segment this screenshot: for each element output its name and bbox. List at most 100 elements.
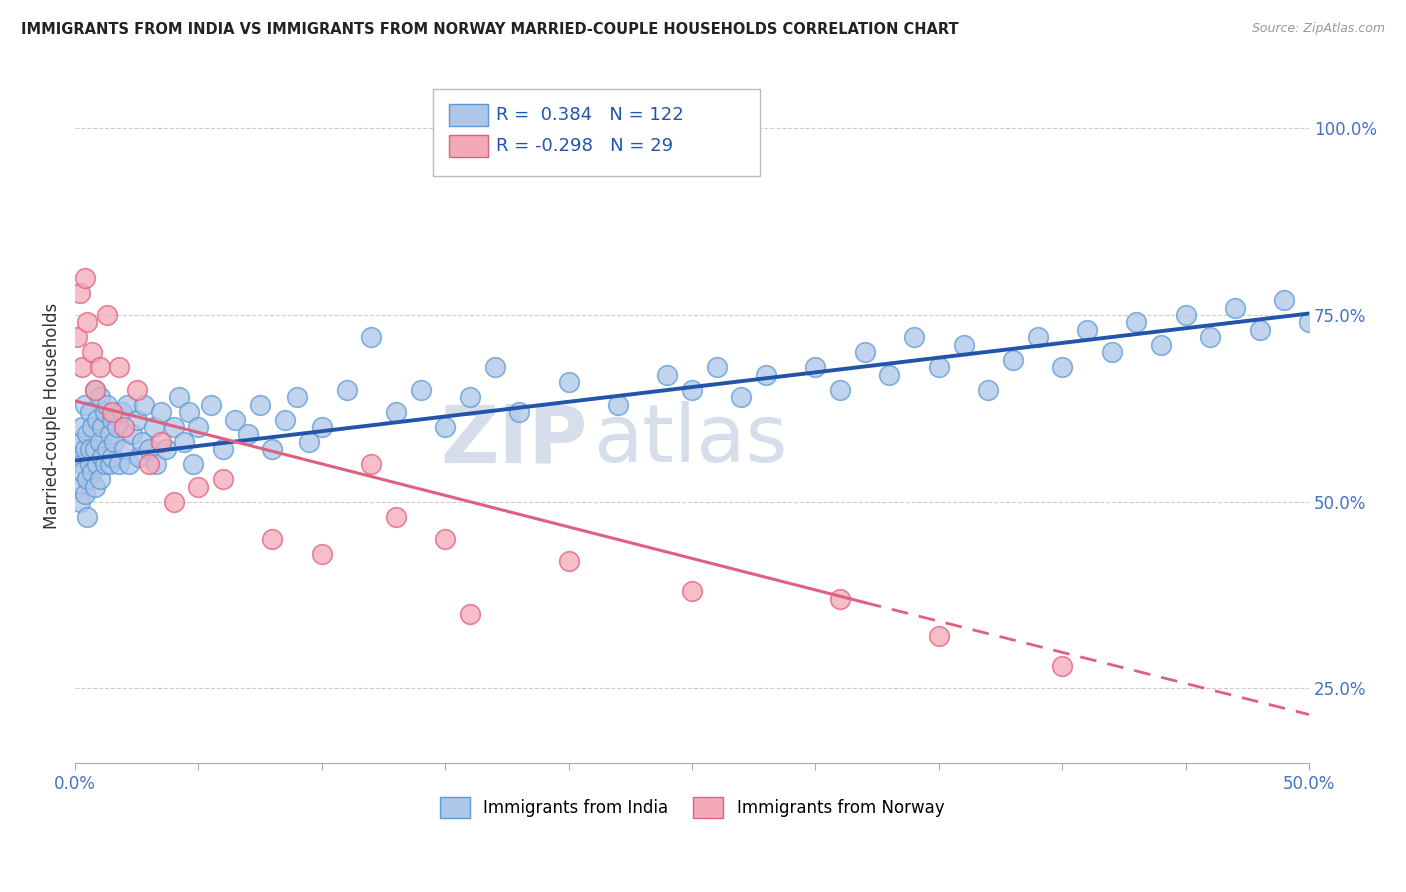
Point [409, 383, 432, 397]
Point [200, 398, 222, 412]
Point [1052, 659, 1074, 673]
Point [73, 442, 96, 457]
Point [76, 427, 98, 442]
Point [928, 629, 950, 643]
Point [96, 442, 118, 457]
Point [360, 458, 382, 472]
Point [224, 412, 246, 426]
Point [212, 472, 235, 486]
Point [681, 584, 703, 599]
Point [804, 360, 827, 375]
Point [112, 420, 135, 434]
Point [79, 442, 101, 457]
Point [311, 547, 333, 561]
Point [1396, 301, 1406, 315]
Point [1323, 285, 1346, 300]
Point [98, 458, 121, 472]
FancyBboxPatch shape [449, 104, 488, 126]
Point [607, 398, 630, 412]
Point [1026, 330, 1049, 344]
Point [183, 458, 205, 472]
Point [83, 383, 105, 397]
Point [72, 458, 94, 472]
Point [730, 390, 752, 404]
Point [385, 405, 408, 419]
Point [73, 270, 96, 285]
Point [108, 360, 131, 375]
Point [112, 442, 135, 457]
Point [83, 480, 105, 494]
Point [79, 405, 101, 419]
Point [72, 360, 94, 375]
Point [66, 450, 89, 464]
Point [458, 607, 481, 621]
Point [131, 434, 153, 449]
Point [69, 494, 91, 508]
Text: R = -0.298   N = 29: R = -0.298 N = 29 [496, 137, 673, 155]
Point [134, 398, 156, 412]
Point [101, 450, 124, 464]
FancyBboxPatch shape [433, 89, 759, 177]
Point [163, 494, 186, 508]
Point [138, 458, 160, 472]
Point [121, 427, 143, 442]
Point [311, 420, 333, 434]
Point [1347, 308, 1369, 322]
Point [212, 442, 235, 457]
Point [125, 383, 148, 397]
Text: IMMIGRANTS FROM INDIA VS IMMIGRANTS FROM NORWAY MARRIED-COUPLE HOUSEHOLDS CORREL: IMMIGRANTS FROM INDIA VS IMMIGRANTS FROM… [21, 22, 959, 37]
Point [125, 412, 148, 426]
Point [706, 360, 728, 375]
Point [82, 345, 104, 359]
Point [83, 442, 105, 457]
Point [249, 398, 271, 412]
Point [150, 434, 173, 449]
Point [903, 330, 925, 344]
Point [150, 405, 173, 419]
Point [91, 450, 114, 464]
Point [89, 434, 111, 449]
Y-axis label: Married-couple Households: Married-couple Households [44, 302, 60, 529]
Point [1298, 316, 1320, 330]
Point [1274, 293, 1296, 307]
Point [76, 316, 98, 330]
Point [1101, 345, 1123, 359]
Point [89, 472, 111, 486]
Point [93, 405, 115, 419]
Point [262, 442, 284, 457]
Point [1223, 301, 1246, 315]
Point [155, 442, 177, 457]
Point [72, 465, 94, 479]
Point [952, 338, 974, 352]
Point [853, 345, 876, 359]
Point [1249, 323, 1271, 337]
Point [69, 285, 91, 300]
Point [98, 427, 121, 442]
Point [93, 458, 115, 472]
Point [103, 434, 125, 449]
Point [830, 591, 852, 606]
Point [1076, 323, 1098, 337]
Point [274, 412, 297, 426]
Point [262, 532, 284, 546]
Point [86, 458, 108, 472]
Point [167, 390, 190, 404]
Point [830, 383, 852, 397]
Point [335, 383, 357, 397]
Point [143, 420, 166, 434]
Point [96, 308, 118, 322]
Point [82, 465, 104, 479]
Point [118, 458, 141, 472]
Point [385, 509, 408, 524]
Point [72, 420, 94, 434]
Text: atlas: atlas [593, 401, 787, 479]
Point [977, 383, 1000, 397]
Point [76, 509, 98, 524]
Point [101, 412, 124, 426]
Point [187, 420, 209, 434]
Text: ZIP: ZIP [440, 401, 588, 479]
Point [177, 405, 200, 419]
Point [128, 450, 150, 464]
Point [145, 458, 167, 472]
Point [236, 427, 259, 442]
